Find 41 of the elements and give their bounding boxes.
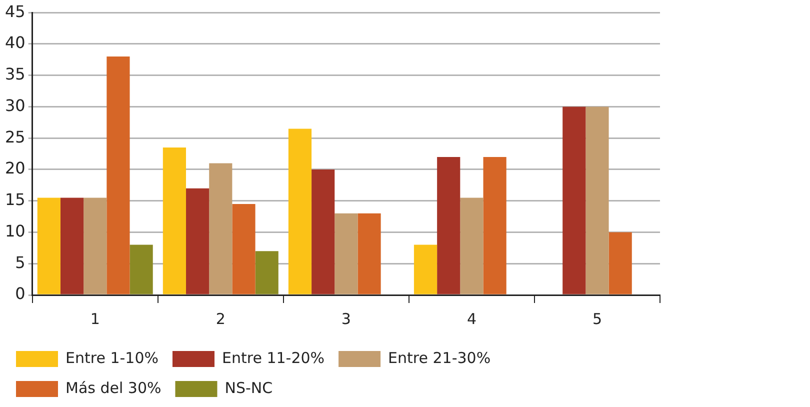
y-tick-label: 10 <box>5 221 26 240</box>
legend-label: Entre 11-20% <box>222 348 325 367</box>
bar <box>460 198 484 294</box>
legend-label: NS-NC <box>224 378 273 397</box>
bar <box>414 244 438 294</box>
bar <box>608 232 632 294</box>
y-tick-label: 15 <box>5 190 26 210</box>
bar <box>186 188 210 294</box>
x-tick-label: 4 <box>466 310 476 328</box>
x-tick-label: 1 <box>90 310 100 328</box>
y-tick-label: 20 <box>5 158 26 178</box>
x-tick-label: 5 <box>592 310 602 328</box>
bar <box>60 198 84 294</box>
bar <box>586 106 609 294</box>
y-tick-label: 25 <box>5 127 26 146</box>
legend-label: Más del 30% <box>66 378 162 397</box>
bar <box>209 163 232 294</box>
bar <box>483 156 506 294</box>
x-tick-label: 2 <box>216 310 226 328</box>
bar <box>106 56 130 294</box>
y-tick-label: 40 <box>5 33 26 52</box>
bar <box>232 204 256 294</box>
bar <box>130 244 153 294</box>
x-tick-label: 3 <box>341 310 351 328</box>
bar <box>437 156 460 294</box>
y-tick-label: 45 <box>5 2 26 21</box>
bar <box>288 128 312 294</box>
bar <box>358 213 381 294</box>
bar <box>84 198 107 294</box>
legend-label: Entre 1-10% <box>66 348 158 367</box>
bar <box>37 198 60 294</box>
bar <box>312 169 335 294</box>
bar <box>334 213 358 294</box>
bar <box>562 106 586 294</box>
y-tick-label: 35 <box>5 64 26 84</box>
y-tick-label: 30 <box>5 96 26 115</box>
legend-label: Entre 21-30% <box>388 348 491 367</box>
bar <box>162 148 186 294</box>
y-tick-label: 0 <box>15 284 26 304</box>
y-tick-label: 5 <box>15 252 26 272</box>
bar <box>255 251 278 294</box>
